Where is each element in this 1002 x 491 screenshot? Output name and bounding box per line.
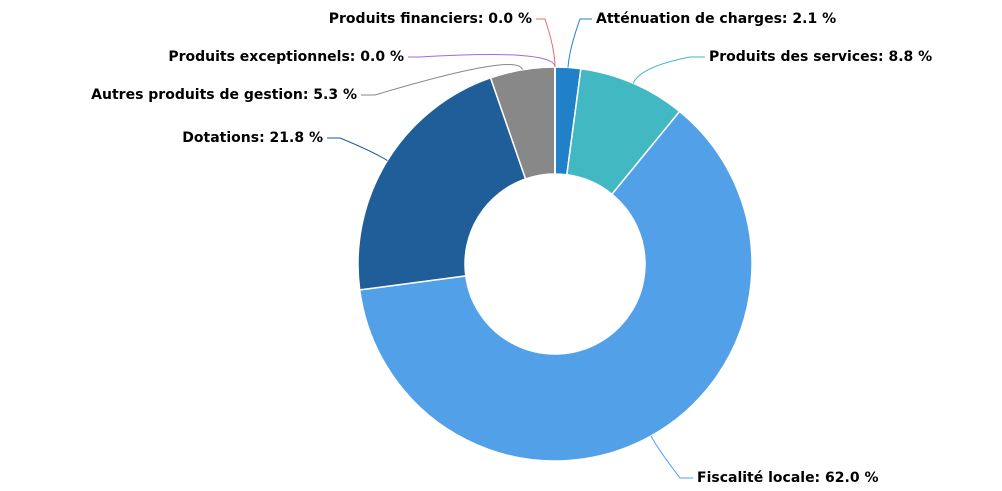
label-value: 5.3 % [313,87,357,103]
slice [357,76,527,291]
label-name: Dotations: [182,130,264,146]
connector [650,435,693,479]
data-label: Atténuation de charges: 2.1 % [596,11,836,27]
label-value: 2.1 % [792,11,836,27]
label-value: 0.0 % [360,49,404,65]
label-name: Fiscalité locale: [697,470,820,486]
label-name: Autres produits de gestion: [91,87,308,103]
slice [358,110,753,462]
data-label: Produits financiers: 0.0 % [329,11,532,27]
data-label: Produits des services: 8.8 % [709,49,932,65]
connector [361,64,523,96]
connector [567,18,592,68]
data-label: Fiscalité locale: 62.0 % [697,470,878,486]
label-name: Produits financiers: [329,11,484,27]
data-label: Produits exceptionnels: 0.0 % [168,49,404,65]
connector [632,56,705,84]
label-value: 21.8 % [270,130,323,146]
label-name: Produits exceptionnels: [168,49,355,65]
label-value: 8.8 % [888,49,932,65]
label-name: Atténuation de charges: [596,11,788,27]
connector [327,137,388,161]
connector [536,18,556,68]
label-name: Produits des services: [709,49,884,65]
connector [408,54,556,68]
data-label: Autres produits de gestion: 5.3 % [91,87,357,103]
label-value: 62.0 % [825,470,878,486]
label-value: 0.0 % [488,11,532,27]
data-label: Dotations: 21.8 % [182,130,323,146]
